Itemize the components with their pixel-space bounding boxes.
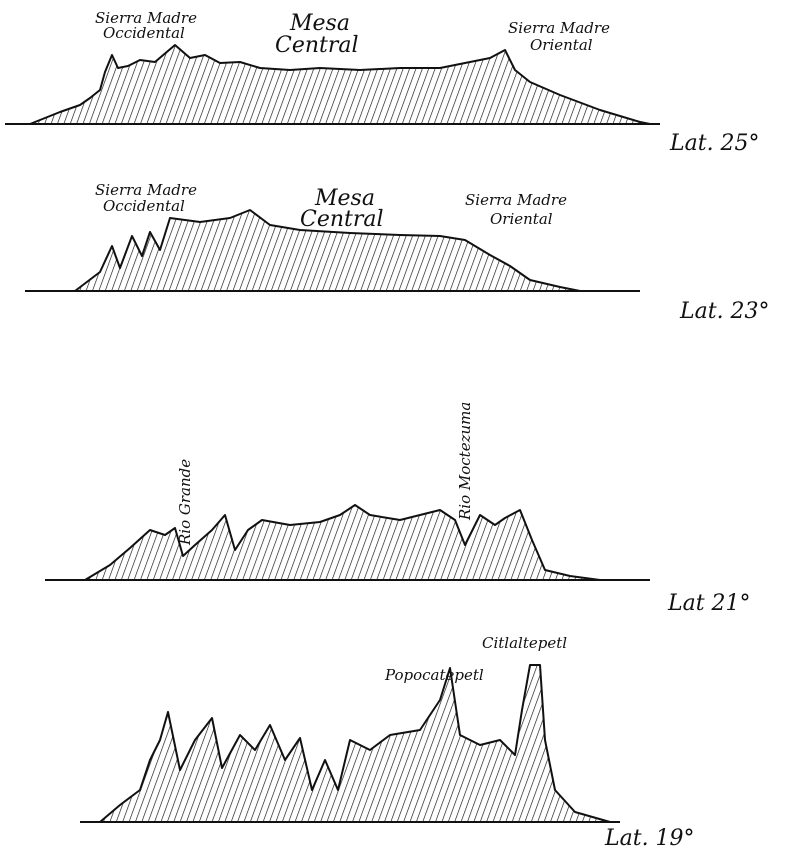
- label: Central: [300, 207, 384, 232]
- label: Occidental: [103, 24, 185, 42]
- label: Citlaltepetl: [482, 634, 567, 652]
- label: Sierra Madre: [508, 19, 610, 37]
- profile-23: Sierra Madre Occidental Mesa Central Sie…: [25, 181, 770, 324]
- label: Popocatepetl: [384, 666, 484, 684]
- label: Rio Grande: [176, 459, 194, 546]
- label: Occidental: [103, 197, 185, 215]
- profile-shape: [100, 665, 610, 822]
- profile-shape: [85, 505, 600, 580]
- profile-19: Popocatepetl Citlaltepetl Lat. 19°: [80, 634, 695, 849]
- label: Oriental: [490, 210, 553, 228]
- profile-21: Rio Grande Rio Moctezuma Lat 21°: [45, 402, 751, 616]
- latitude: Lat. 19°: [604, 826, 695, 849]
- latitude: Lat. 25°: [669, 131, 760, 156]
- diagram: Sierra Madre Occidental Mesa Central Sie…: [0, 0, 800, 849]
- latitude: Lat 21°: [667, 591, 751, 616]
- profile-25: Sierra Madre Occidental Mesa Central Sie…: [5, 9, 760, 156]
- label: Central: [275, 33, 359, 58]
- label: Sierra Madre: [465, 191, 567, 209]
- latitude: Lat. 23°: [679, 299, 770, 324]
- label: Rio Moctezuma: [456, 402, 474, 521]
- label: Oriental: [530, 36, 593, 54]
